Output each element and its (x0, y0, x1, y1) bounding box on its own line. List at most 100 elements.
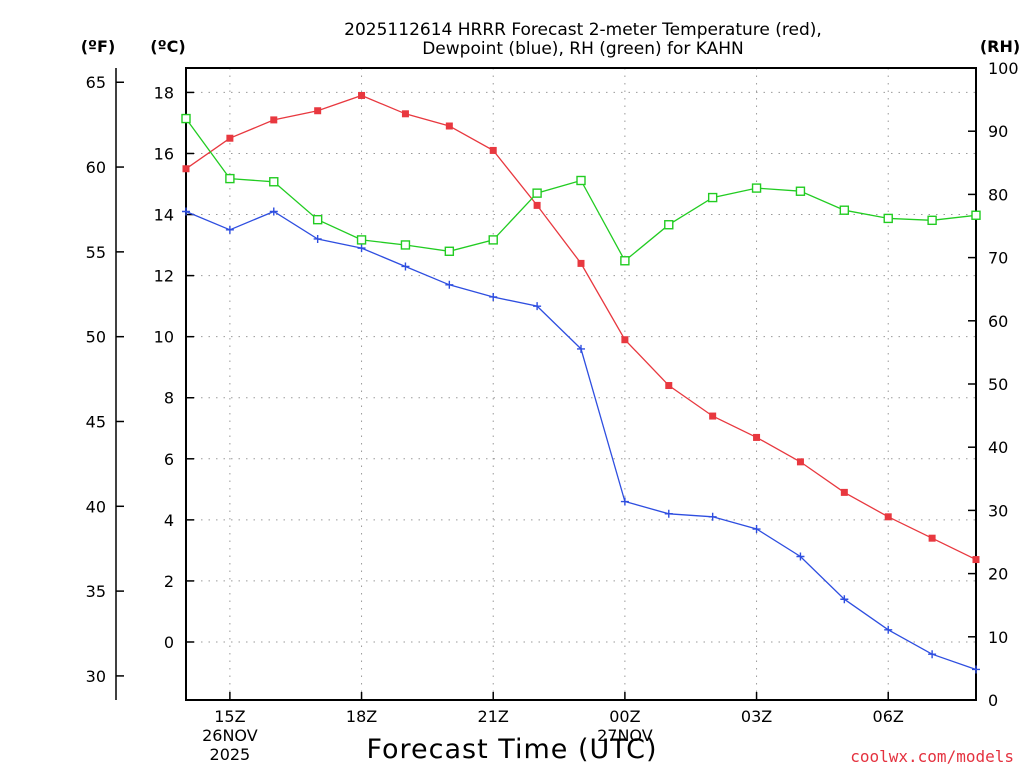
dewpoint-point (445, 280, 454, 289)
dewpoint-point (884, 625, 893, 634)
rh-point (620, 256, 630, 266)
dewpoint-point (796, 552, 805, 561)
celsius-tick-label: 0 (164, 633, 174, 652)
dewpoint-point (620, 497, 629, 506)
credit-text: coolwx.com/models (850, 747, 1014, 766)
celsius-unit-label: (ºC) (150, 37, 185, 56)
fahrenheit-tick-label: 55 (86, 243, 106, 262)
fahrenheit-tick-label: 40 (86, 497, 106, 516)
temperature-point (972, 556, 980, 564)
dewpoint-point (752, 525, 761, 534)
x-axis-label: Forecast Time (UTC) (366, 734, 657, 765)
year-tick-label: 2025 (210, 745, 251, 764)
chart-title-line2: Dewpoint (blue), RH (green) for KAHN (422, 39, 744, 59)
rh-point (927, 215, 937, 226)
rh-point (312, 214, 323, 225)
celsius-tick-label: 4 (164, 511, 174, 530)
dewpoint-point (577, 344, 585, 353)
temperature-line (185, 94, 977, 561)
dewpoint-point (182, 207, 190, 216)
rh-point (839, 205, 850, 215)
rh-line (185, 118, 977, 262)
celsius-tick-label: 16 (154, 144, 174, 163)
temperature-point (709, 412, 717, 420)
fahrenheit-tick-label: 60 (86, 158, 106, 177)
celsius-tick-label: 6 (164, 450, 174, 469)
date-tick-label: 27NOV (597, 726, 653, 745)
rh-point (269, 177, 279, 187)
fahrenheit-tick-label: 65 (86, 73, 106, 92)
rh-tick-label: 40 (988, 438, 1008, 457)
rh-tick-label: 10 (988, 628, 1008, 647)
temperature-point (928, 534, 936, 542)
temperature-point (665, 382, 673, 390)
temperature-point (796, 458, 804, 466)
celsius-axis: 0 2 4 6 8 10 12 14 16 18 (154, 83, 194, 652)
rh-point (181, 113, 191, 124)
time-tick-label: 06Z (873, 707, 904, 726)
rh-tick-label: 90 (988, 122, 1008, 141)
temperature-point (314, 107, 322, 115)
fahrenheit-tick-label: 35 (86, 582, 106, 601)
dewpoint-point (708, 512, 717, 521)
rh-point (576, 175, 586, 186)
temperature-point (577, 259, 585, 267)
rh-tick-label: 0 (988, 691, 998, 710)
rh-tick-label: 50 (988, 375, 1008, 394)
celsius-tick-label: 10 (154, 328, 174, 347)
celsius-tick-label: 18 (154, 83, 174, 102)
rh-tick-label: 100 (988, 59, 1019, 78)
rh-axis: 0 10 20 30 40 50 60 70 80 90 100 (968, 59, 1019, 710)
rh-point (971, 210, 981, 220)
time-tick-label: 03Z (741, 707, 772, 726)
temperature-point (226, 134, 234, 142)
time-tick-label: 18Z (346, 707, 377, 726)
temperature-point (401, 110, 409, 118)
temperature-point (884, 513, 892, 521)
time-tick-label: 15Z (214, 707, 245, 726)
rh-point (664, 220, 674, 230)
rh-point (488, 235, 498, 245)
temperature-point (840, 488, 848, 496)
dewpoint-series (182, 207, 980, 674)
dewpoint-point (357, 244, 366, 253)
fahrenheit-tick-label: 30 (86, 667, 106, 686)
chart-title-line1: 2025112614 HRRR Forecast 2-meter Tempera… (344, 20, 822, 40)
temperature-point (533, 201, 541, 209)
celsius-tick-label: 2 (164, 572, 174, 591)
temperature-point (445, 122, 453, 130)
dewpoint-point (840, 595, 849, 604)
rh-tick-label: 80 (988, 185, 1008, 204)
temperature-point (489, 146, 497, 154)
dewpoint-point (225, 225, 234, 234)
fahrenheit-unit-label: (ºF) (81, 37, 116, 56)
rh-series (181, 113, 981, 266)
fahrenheit-tick-label: 45 (86, 412, 106, 431)
rh-tick-label: 30 (988, 501, 1008, 520)
temperature-point (270, 116, 278, 124)
date-tick-label: 26NOV (202, 726, 258, 745)
time-tick-label: 21Z (478, 707, 509, 726)
temperature-point (753, 433, 761, 441)
temperature-point (358, 91, 366, 99)
celsius-tick-label: 8 (164, 389, 174, 408)
time-tick-label: 00Z (609, 707, 640, 726)
temperature-point (182, 165, 190, 173)
rh-point (751, 183, 762, 193)
rh-tick-label: 70 (988, 249, 1008, 268)
rh-point (883, 213, 893, 224)
dewpoint-point (664, 509, 673, 518)
dewpoint-point (313, 234, 322, 243)
rh-point (400, 240, 411, 250)
rh-point (707, 192, 718, 203)
dewpoint-point (928, 650, 937, 659)
rh-tick-label: 20 (988, 565, 1008, 584)
rh-point (444, 246, 455, 256)
rh-point (795, 186, 806, 196)
rh-point (225, 173, 235, 184)
celsius-tick-label: 14 (154, 206, 174, 225)
temperature-point (621, 336, 629, 344)
dewpoint-line (185, 210, 977, 671)
